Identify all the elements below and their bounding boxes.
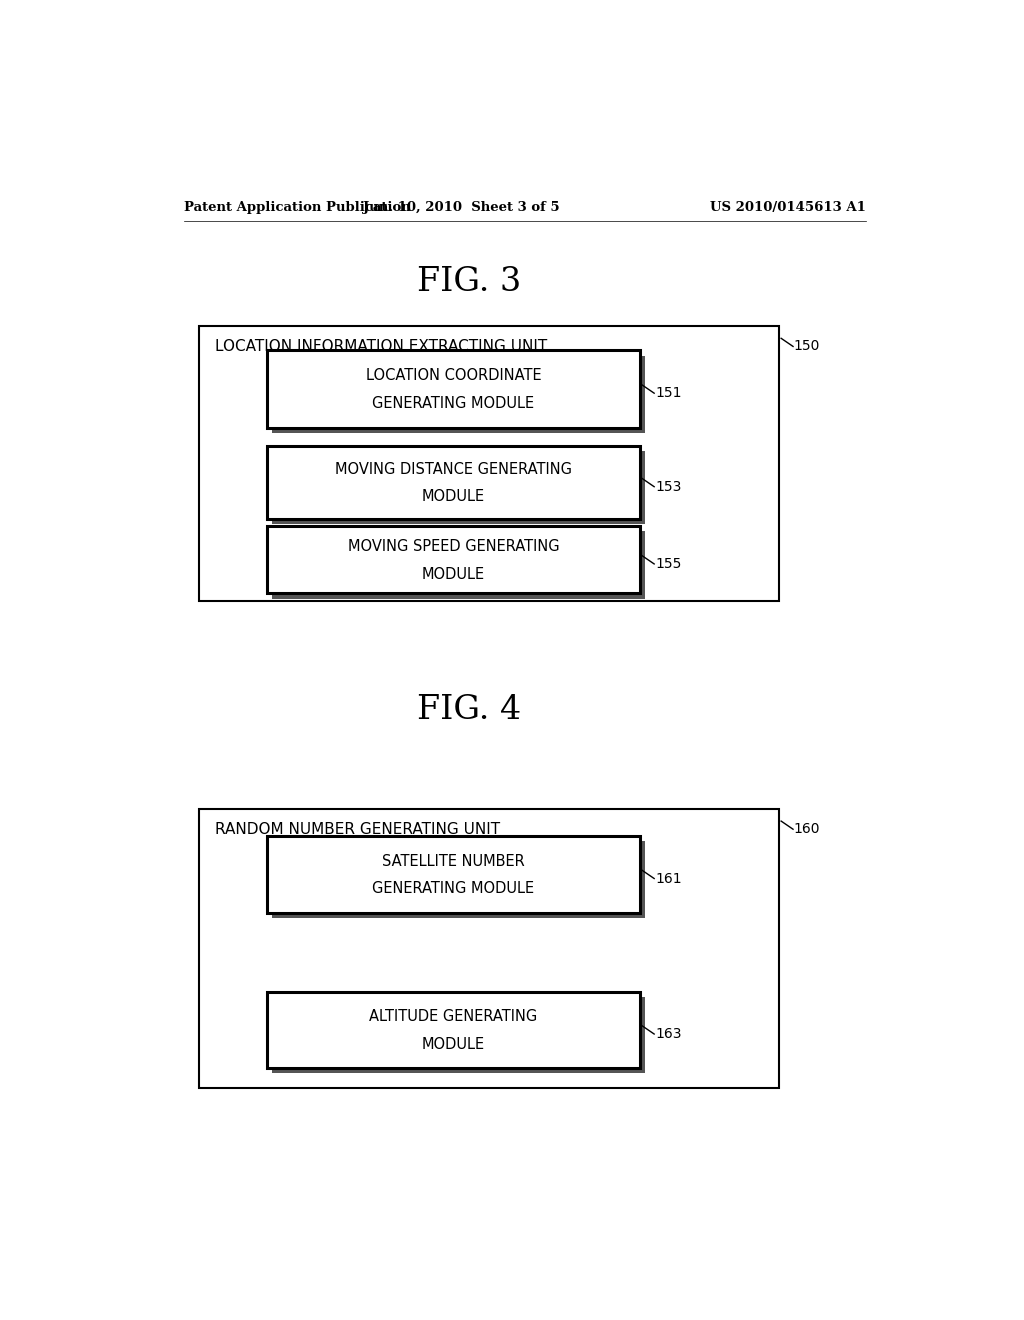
Bar (267, 837, 640, 912)
Text: 160: 160 (793, 822, 819, 837)
Text: 150: 150 (793, 339, 819, 354)
Bar (267, 351, 640, 428)
Bar (271, 451, 645, 524)
Text: LOCATION INFORMATION EXTRACTING UNIT: LOCATION INFORMATION EXTRACTING UNIT (215, 339, 548, 354)
Text: MOVING SPEED GENERATING: MOVING SPEED GENERATING (347, 539, 559, 554)
Text: 163: 163 (655, 1027, 681, 1041)
Bar (267, 527, 640, 594)
Text: FIG. 4: FIG. 4 (417, 694, 521, 726)
Text: FIG. 3: FIG. 3 (417, 267, 521, 298)
Bar (271, 841, 645, 917)
Text: 161: 161 (655, 871, 682, 886)
Text: GENERATING MODULE: GENERATING MODULE (373, 396, 535, 411)
Bar (271, 355, 645, 433)
Text: 155: 155 (655, 557, 681, 572)
Bar (271, 997, 645, 1073)
Text: ALTITUDE GENERATING: ALTITUDE GENERATING (370, 1010, 538, 1024)
Text: MOVING DISTANCE GENERATING: MOVING DISTANCE GENERATING (335, 462, 571, 477)
Text: MODULE: MODULE (422, 566, 485, 582)
Bar (267, 991, 640, 1068)
Text: SATELLITE NUMBER: SATELLITE NUMBER (382, 854, 524, 869)
Text: US 2010/0145613 A1: US 2010/0145613 A1 (711, 201, 866, 214)
Text: MODULE: MODULE (422, 1036, 485, 1052)
Text: Patent Application Publication: Patent Application Publication (183, 201, 411, 214)
Text: RANDOM NUMBER GENERATING UNIT: RANDOM NUMBER GENERATING UNIT (215, 822, 501, 837)
Text: LOCATION COORDINATE: LOCATION COORDINATE (366, 368, 542, 383)
Text: GENERATING MODULE: GENERATING MODULE (373, 882, 535, 896)
Bar (200, 326, 778, 601)
Text: 153: 153 (655, 479, 681, 494)
Text: 151: 151 (655, 387, 681, 400)
Bar (200, 809, 778, 1089)
Bar (271, 532, 645, 598)
Text: Jun. 10, 2010  Sheet 3 of 5: Jun. 10, 2010 Sheet 3 of 5 (362, 201, 560, 214)
Text: MODULE: MODULE (422, 490, 485, 504)
Bar (267, 446, 640, 519)
